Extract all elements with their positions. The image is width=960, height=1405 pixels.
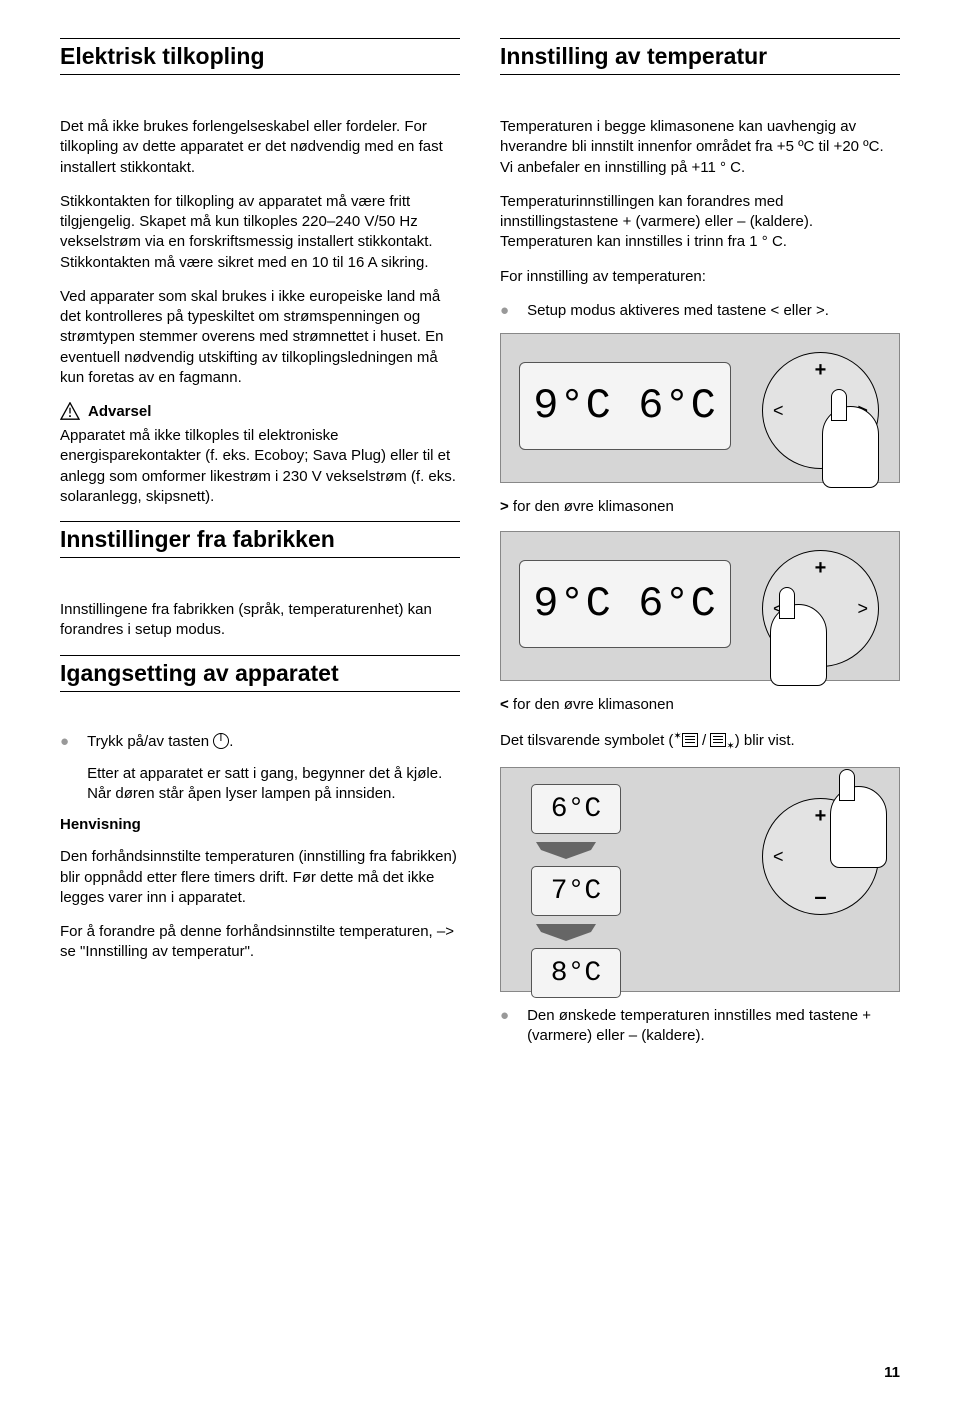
lcd-stack: 6°C 7°C 8°C: [531, 784, 731, 998]
warning-label: Advarsel: [88, 403, 151, 420]
figure-caption: > for den øvre klimasonen: [500, 497, 900, 517]
bullet-item: ● Den ønskede temperaturen innstilles me…: [500, 1006, 900, 1047]
bullet-dot-icon: ●: [500, 301, 509, 321]
section-heading-startup: Igangsetting av apparatet: [60, 660, 460, 692]
paragraph: Stikkontakten for tilkopling av apparate…: [60, 192, 460, 273]
figure-caption-symbols: Det tilsvarende symbolet (✶ / ✶) blir vi…: [500, 730, 900, 754]
figure-display-3: 6°C 7°C 8°C + < > –: [500, 767, 900, 992]
lcd-panel: 9°C 6°C: [519, 362, 731, 450]
figure-display-2: 9°C 6°C + < >: [500, 531, 900, 681]
text: ) blir vist.: [735, 732, 795, 749]
warning-triangle-icon: [60, 402, 80, 420]
paragraph: Temperaturen i begge klimasonene kan uav…: [500, 117, 900, 178]
plus-icon: +: [815, 557, 827, 580]
note-heading: Henvisning: [60, 816, 460, 833]
bullet-dot-icon: ●: [500, 1006, 509, 1047]
lcd-value: 6°C: [638, 382, 717, 430]
paragraph: Den forhåndsinnstilte temperaturen (inns…: [60, 847, 460, 908]
lt-icon: <: [773, 400, 784, 421]
bullet-dot-icon: ●: [60, 732, 69, 805]
warning-row: Advarsel: [60, 402, 460, 420]
bullet-item: ● Trykk på/av tasten . Etter at apparate…: [60, 732, 460, 805]
bullet-text: Setup modus aktiveres med tastene < elle…: [527, 301, 900, 321]
section-heading-factory: Innstillinger fra fabrikken: [60, 526, 460, 558]
text: Det tilsvarende symbolet (: [500, 732, 673, 749]
lcd-value: 6°C: [638, 580, 717, 628]
section-heading-electrical: Elektrisk tilkopling: [60, 43, 460, 75]
rule: [500, 38, 900, 39]
hand-icon: [770, 604, 827, 686]
plus-icon: +: [815, 805, 827, 828]
figure-caption: < for den øvre klimasonen: [500, 695, 900, 715]
warning-text: Apparatet må ikke tilkoples til elektron…: [60, 426, 460, 507]
paragraph: Temperaturinnstillingen kan forandres me…: [500, 192, 900, 253]
lt-icon: <: [773, 846, 784, 867]
paragraph: For innstilling av temperaturen:: [500, 267, 900, 287]
right-column: Innstilling av temperatur Temperaturen i…: [500, 38, 900, 1059]
left-column: Elektrisk tilkopling Det må ikke brukes …: [60, 38, 460, 1059]
rule: [60, 521, 460, 522]
hand-icon: [830, 786, 887, 868]
page-number: 11: [884, 1364, 900, 1381]
lcd-value: 9°C: [533, 382, 612, 430]
paragraph: Innstillingene fra fabrikken (språk, tem…: [60, 600, 460, 641]
paragraph: Ved apparater som skal brukes i ikke eur…: [60, 287, 460, 388]
paragraph: For å forandre på denne forhåndsinnstilt…: [60, 922, 460, 963]
caption-text: for den øvre klimasonen: [509, 498, 674, 515]
gt-icon: >: [857, 598, 868, 619]
lcd-panel: 9°C 6°C: [519, 560, 731, 648]
two-column-layout: Elektrisk tilkopling Det må ikke brukes …: [60, 38, 900, 1059]
text: /: [698, 732, 711, 749]
lcd-value: 7°C: [531, 866, 621, 916]
bullet-sub-paragraph: Etter at apparatet er satt i gang, begyn…: [87, 764, 460, 805]
text: Trykk på/av tasten: [87, 733, 213, 750]
caption-prefix: >: [500, 498, 509, 515]
section-heading-temperature: Innstilling av temperatur: [500, 43, 900, 75]
power-icon: [213, 733, 229, 749]
paragraph: Det må ikke brukes forlengelseskabel ell…: [60, 117, 460, 178]
down-arrow-icon: [531, 839, 601, 861]
bullet-item: ● Setup modus aktiveres med tastene < el…: [500, 301, 900, 321]
lcd-value: 9°C: [533, 580, 612, 628]
zone-lower-icon: [710, 733, 726, 747]
bullet-text: Den ønskede temperaturen innstilles med …: [527, 1006, 900, 1047]
caption-prefix: <: [500, 696, 509, 713]
lcd-value: 6°C: [531, 784, 621, 834]
text: .: [229, 733, 233, 750]
plus-icon: +: [815, 359, 827, 382]
page: Elektrisk tilkopling Det må ikke brukes …: [0, 0, 960, 1405]
rule: [60, 655, 460, 656]
hand-icon: [822, 406, 879, 488]
zone-upper-icon: [682, 733, 698, 747]
caption-text: for den øvre klimasonen: [509, 696, 674, 713]
figure-display-1: 9°C 6°C + < >: [500, 333, 900, 483]
lcd-value: 8°C: [531, 948, 621, 998]
bullet-text: Trykk på/av tasten . Etter at apparatet …: [87, 732, 460, 805]
down-arrow-icon: [531, 921, 601, 943]
rule: [60, 38, 460, 39]
minus-icon: –: [814, 884, 826, 910]
